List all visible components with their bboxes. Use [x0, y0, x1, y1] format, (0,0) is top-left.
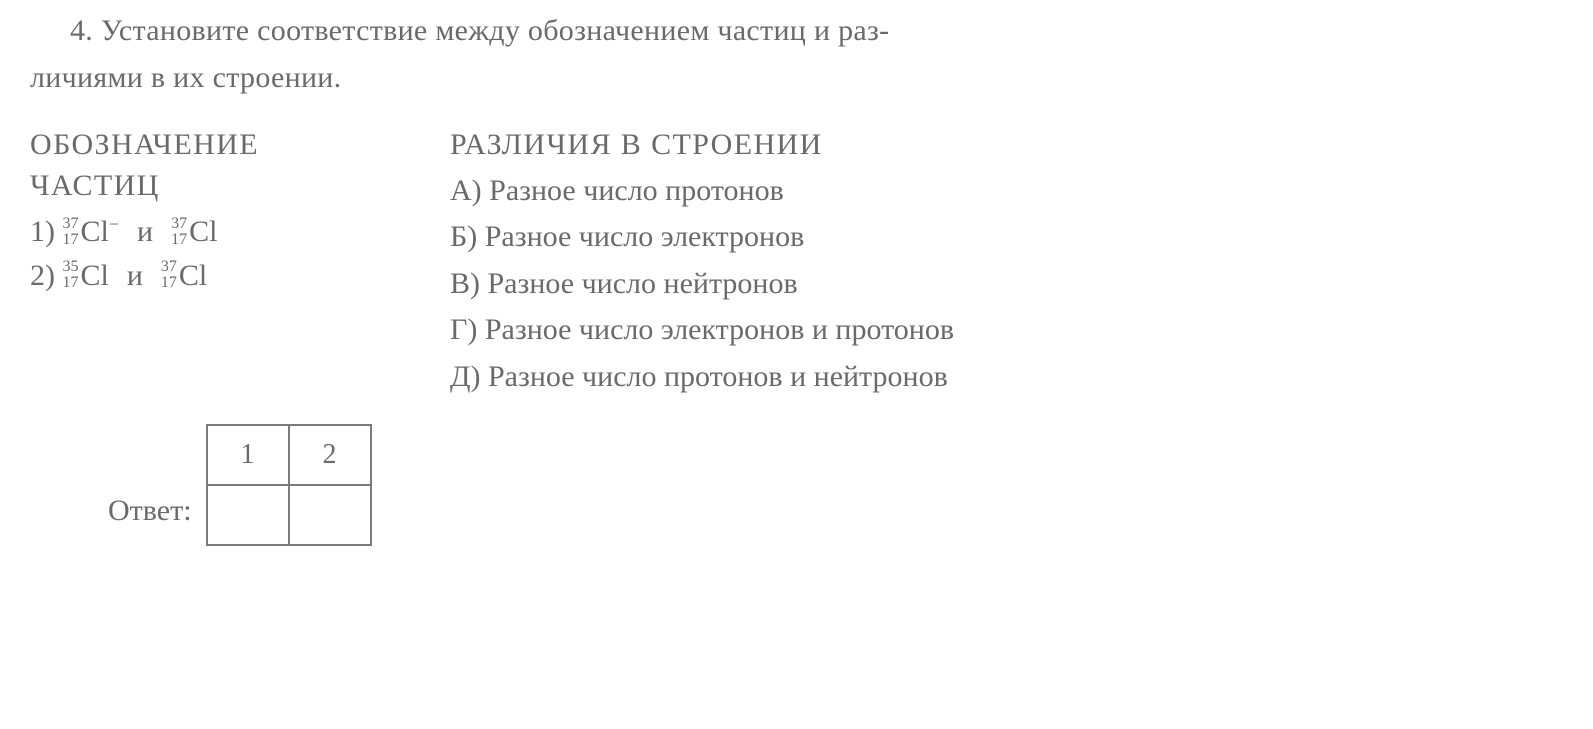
element-symbol: Cl	[189, 210, 217, 254]
answer-value-cell[interactable]	[289, 485, 371, 545]
particle-list: 1) 37 17 Cl− и 37 17 Cl	[30, 210, 450, 297]
element-symbol: Cl	[81, 254, 109, 298]
nuclide-stack: 35 17	[63, 259, 79, 291]
exercise-page: 4. Установите соответствие между обознач…	[0, 0, 1593, 546]
left-heading: ОБОЗНАЧЕНИЕ ЧАСТИЦ	[30, 125, 450, 206]
particle-row-num: 2)	[30, 254, 55, 298]
difference-row: Б) Разное число электронов	[450, 214, 1563, 261]
nuclide-stack: 37 17	[63, 216, 79, 248]
difference-text: Разное число протонов и нейтронов	[488, 360, 948, 393]
intro-line-1: 4. Установите соответствие между обознач…	[30, 8, 1563, 55]
difference-text: Разное число протонов	[489, 174, 784, 207]
atomic-number: 17	[171, 232, 187, 248]
element-symbol: Cl	[179, 254, 207, 298]
right-column: РАЗЛИЧИЯ В СТРОЕНИИ А) Разное число прот…	[450, 125, 1563, 400]
difference-row: Г) Разное число электронов и протонов	[450, 307, 1563, 354]
difference-text: Разное число электронов	[485, 220, 805, 253]
mass-number: 35	[63, 259, 79, 275]
mass-number: 37	[63, 216, 79, 232]
atomic-number: 17	[63, 232, 79, 248]
nuclide-1a: 37 17 Cl−	[63, 210, 120, 254]
atomic-number: 17	[161, 275, 177, 291]
problem-statement: 4. Установите соответствие между обознач…	[30, 8, 1563, 101]
conjunction: и	[109, 254, 161, 298]
mass-number: 37	[171, 216, 187, 232]
difference-label: Г)	[450, 313, 477, 346]
intro-line-2: личиями в их строении.	[30, 55, 1563, 102]
difference-list: А) Разное число протонов Б) Разное число…	[450, 168, 1563, 401]
difference-label: А)	[450, 174, 482, 207]
left-heading-line1: ОБОЗНАЧЕНИЕ	[30, 125, 450, 166]
difference-row: А) Разное число протонов	[450, 168, 1563, 215]
nuclide-1b: 37 17 Cl	[171, 210, 217, 254]
atomic-number: 17	[63, 275, 79, 291]
nuclide-2b: 37 17 Cl	[161, 254, 207, 298]
difference-text: Разное число нейтронов	[488, 267, 798, 300]
left-column: ОБОЗНАЧЕНИЕ ЧАСТИЦ 1) 37 17 Cl− и	[30, 125, 450, 400]
element-symbol: Cl	[81, 210, 109, 254]
nuclide-stack: 37 17	[161, 259, 177, 291]
answer-header-cell: 2	[289, 425, 371, 485]
columns: ОБОЗНАЧЕНИЕ ЧАСТИЦ 1) 37 17 Cl− и	[30, 125, 1563, 400]
nuclide-2a: 35 17 Cl	[63, 254, 109, 298]
answer-value-cell[interactable]	[207, 485, 289, 545]
problem-number: 4.	[70, 14, 93, 47]
table-row: 1 2	[207, 425, 371, 485]
answer-header-cell: 1	[207, 425, 289, 485]
difference-label: Б)	[450, 220, 477, 253]
answer-area: Ответ: 1 2	[30, 424, 1563, 546]
particle-row: 2) 35 17 Cl и 37 17 Cl	[30, 254, 450, 298]
nuclide-stack: 37 17	[171, 216, 187, 248]
particle-row-num: 1)	[30, 210, 55, 254]
table-row	[207, 485, 371, 545]
answer-label: Ответ:	[108, 494, 192, 528]
difference-row: В) Разное число нейтронов	[450, 261, 1563, 308]
difference-text: Разное число электронов и протонов	[485, 313, 954, 346]
charge-superscript: −	[109, 211, 119, 237]
difference-label: Д)	[450, 360, 480, 393]
answer-table: 1 2	[206, 424, 372, 546]
particle-row: 1) 37 17 Cl− и 37 17 Cl	[30, 210, 450, 254]
mass-number: 37	[161, 259, 177, 275]
difference-row: Д) Разное число протонов и нейтронов	[450, 354, 1563, 401]
right-heading: РАЗЛИЧИЯ В СТРОЕНИИ	[450, 125, 1563, 166]
left-heading-line2: ЧАСТИЦ	[30, 166, 450, 207]
intro-text-1: Установите соответствие между обозначени…	[101, 14, 890, 47]
conjunction: и	[119, 210, 171, 254]
difference-label: В)	[450, 267, 480, 300]
